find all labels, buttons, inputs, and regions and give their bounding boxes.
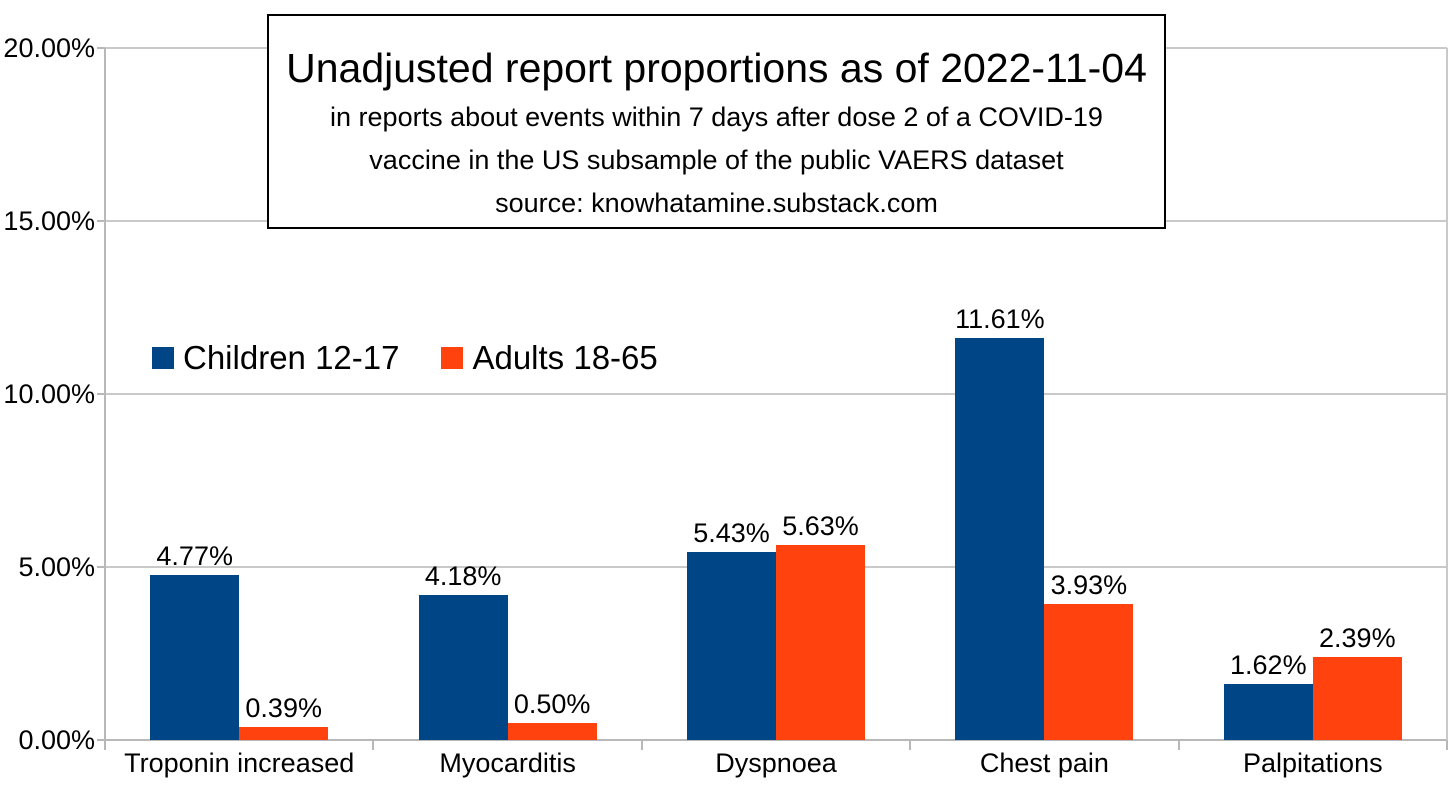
x-axis-tick-5 (1446, 740, 1448, 750)
bar-adults-18-65-dyspnoea (776, 545, 865, 740)
bar-adults-18-65-myocarditis (507, 722, 597, 740)
value-label-1-0: 0.39% (245, 692, 322, 723)
chart-source-line: source: knowhatamine.substack.com (495, 188, 938, 218)
legend-item-adults: Adults 18-65 (441, 339, 658, 376)
value-label-1-3: 3.93% (1050, 570, 1128, 601)
y-axis-label-0: 0.00% (18, 725, 95, 755)
value-label-0-1: 4.18% (424, 561, 502, 592)
y-axis-label-20: 20.00% (3, 33, 95, 63)
y-axis-tick-5 (97, 566, 105, 568)
legend-label-children: Children 12-17 (183, 339, 400, 376)
value-label-1-2: 5.63% (782, 511, 859, 542)
gridline-10 (105, 393, 1447, 395)
value-label-0-2: 5.43% (693, 518, 770, 549)
plot-right-border (1446, 48, 1448, 750)
value-label-0-4: 1.62% (1230, 649, 1307, 680)
chart-subtitle-line-2: vaccine in the US subsample of the publi… (369, 145, 1064, 175)
legend-label-adults: Adults 18-65 (472, 339, 658, 376)
y-axis-tick-0 (97, 739, 105, 741)
x-axis-tick-0 (104, 740, 106, 750)
value-label-1-1: 0.50% (513, 688, 591, 719)
y-axis-tick-15 (97, 220, 105, 222)
y-axis-label-10: 10.00% (3, 379, 95, 409)
legend-swatch-adults (441, 347, 464, 369)
x-axis-tick-1 (372, 740, 375, 750)
bar-children-12-17-myocarditis (418, 595, 508, 740)
bar-children-12-17-dyspnoea (687, 552, 776, 740)
x-axis-tick-4 (1177, 740, 1180, 750)
bar-children-12-17-troponin-increased (150, 574, 240, 740)
bar-adults-18-65-troponin-increased (239, 726, 329, 740)
legend-item-children: Children 12-17 (152, 340, 399, 376)
category-label-dyspnoea: Dyspnoea (715, 748, 837, 778)
gridline-0 (105, 739, 1447, 741)
y-axis-label-5: 5.00% (18, 552, 95, 582)
bar-adults-18-65-palpitations (1312, 657, 1402, 740)
category-label-troponin-increased: Troponin increased (124, 748, 355, 778)
bar-children-12-17-chest-pain (955, 338, 1045, 740)
chart-subtitle-line-1: in reports about events within 7 days af… (330, 102, 1103, 132)
y-axis-tick-10 (97, 393, 105, 395)
value-label-1-4: 2.39% (1319, 623, 1396, 654)
category-label-myocarditis: Myocarditis (439, 748, 576, 778)
bar-adults-18-65-chest-pain (1044, 604, 1134, 740)
category-label-palpitations: Palpitations (1243, 748, 1383, 778)
value-label-0-3: 11.61% (955, 304, 1045, 335)
legend: Children 12-17 Adults 18-65 (152, 340, 658, 376)
x-axis-tick-2 (640, 740, 643, 750)
category-label-chest-pain: Chest pain (979, 748, 1109, 778)
chart-title: Unadjusted report proportions as of 2022… (286, 45, 1147, 91)
value-label-0-0: 4.77% (156, 540, 233, 571)
y-axis-tick-20 (97, 47, 105, 49)
bar-children-12-17-palpitations (1223, 683, 1313, 740)
title-box: Unadjusted report proportions as of 2022… (267, 14, 1166, 229)
y-axis-label-15: 15.00% (3, 206, 95, 236)
x-axis-tick-3 (909, 740, 912, 750)
legend-swatch-children (152, 347, 174, 369)
y-axis-line (104, 48, 106, 750)
